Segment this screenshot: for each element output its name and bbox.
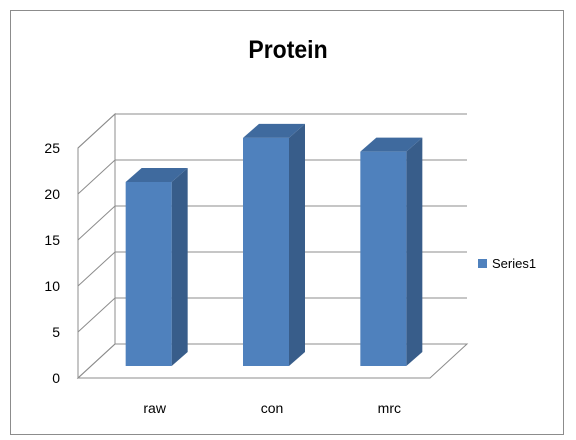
x-axis-tick-labels: raw con mrc (143, 400, 401, 416)
bars (125, 123, 423, 366)
bar-top (243, 123, 305, 138)
gridline (77, 113, 467, 149)
y-tick-label: 5 (52, 324, 60, 340)
bar-top (125, 168, 188, 182)
floor (76, 343, 469, 379)
bar-mrc (360, 137, 423, 366)
y-tick-label: 15 (44, 232, 60, 248)
legend: Series1 (478, 255, 536, 271)
bar-front (243, 137, 289, 366)
bar-top (360, 137, 423, 152)
legend-label-series1: Series1 (492, 255, 537, 271)
x-tick-label-con: con (261, 400, 284, 416)
y-tick-label: 20 (44, 186, 60, 202)
y-tick-label: 0 (52, 370, 60, 386)
chart-title: Protein (248, 36, 328, 64)
bar-front (360, 151, 407, 366)
gridline (77, 159, 467, 195)
legend-swatch-series1 (478, 258, 487, 268)
bar-side (406, 137, 423, 366)
gridline (77, 297, 467, 333)
bar-con (243, 123, 305, 366)
bar-raw (125, 168, 188, 366)
x-tick-label-raw: raw (143, 400, 166, 416)
y-axis-tick-labels: 0 5 10 15 20 25 (44, 140, 60, 386)
side-wall (77, 112, 116, 380)
y-tick-label: 10 (44, 278, 60, 294)
gridline (77, 205, 467, 241)
x-tick-label-mrc: mrc (378, 400, 401, 416)
bar-front (125, 182, 172, 366)
bar-side (171, 168, 188, 366)
gridlines (77, 113, 467, 333)
y-tick-label: 25 (44, 140, 60, 156)
gridline (77, 251, 467, 287)
bar-side (289, 123, 305, 366)
